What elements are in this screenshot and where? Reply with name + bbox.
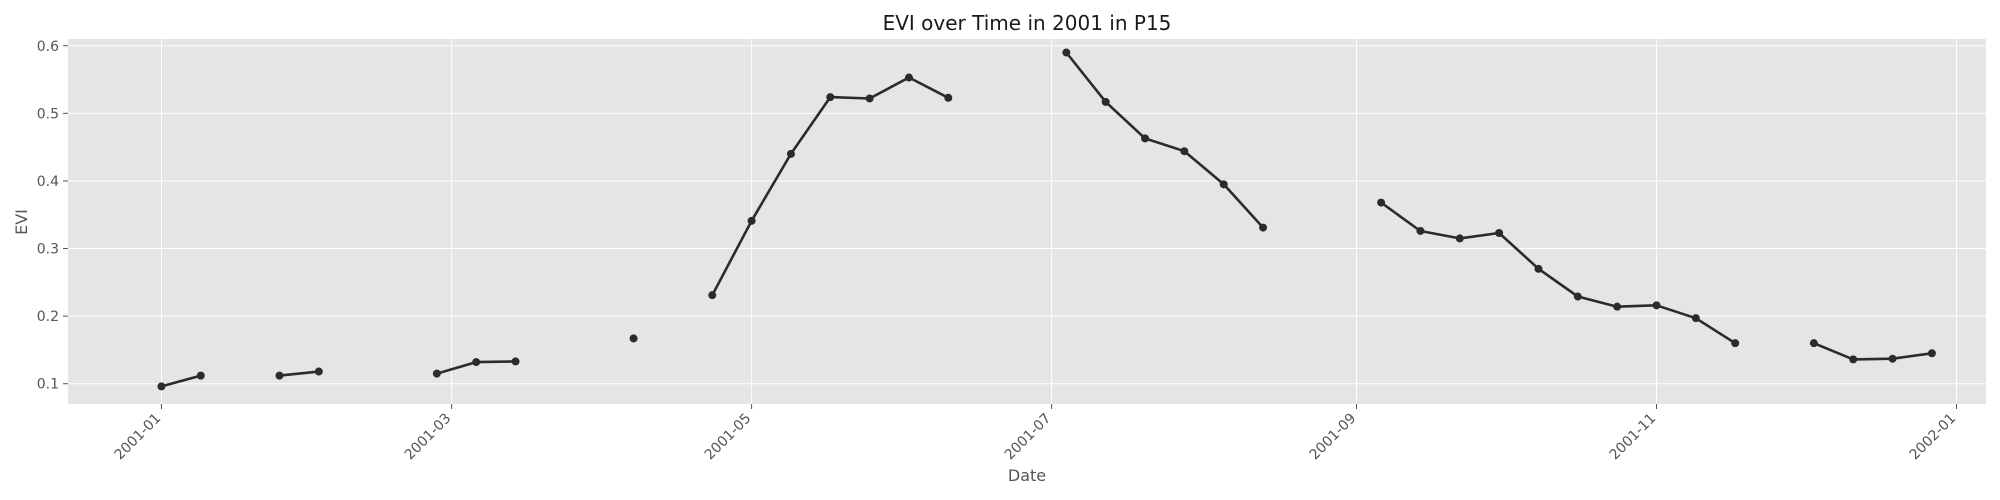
data-point: [1219, 180, 1228, 189]
series-line-segment: [160, 374, 203, 388]
series-line-segment: [278, 370, 321, 377]
data-point: [432, 369, 441, 378]
grid-lines: [68, 39, 1986, 404]
chart-title: EVI over Time in 2001 in P15: [883, 11, 1172, 35]
data-point: [1691, 314, 1700, 323]
y-tick-label: 0.3: [37, 242, 59, 258]
data-point: [1062, 48, 1071, 57]
data-point: [1416, 226, 1425, 235]
data-point: [786, 149, 795, 158]
y-tick-label: 0.1: [37, 377, 59, 393]
data-point: [1141, 134, 1150, 143]
y-tick-label: 0.5: [37, 106, 59, 122]
series-line-segment: [1812, 341, 1934, 361]
data-point: [472, 358, 481, 367]
data-point: [1455, 234, 1464, 243]
series-line-segment: [1065, 51, 1265, 229]
data-point: [1849, 355, 1858, 364]
data-point: [275, 371, 284, 380]
data-point: [1652, 301, 1661, 310]
data-point: [1573, 292, 1582, 301]
data-point: [1888, 354, 1897, 363]
data-point: [944, 93, 953, 102]
data-point: [1101, 97, 1110, 106]
data-point: [157, 382, 166, 391]
data-point: [1731, 339, 1740, 348]
x-tick-label: 2001-07: [1002, 411, 1055, 464]
data-point: [826, 93, 835, 102]
x-axis-label: Date: [1008, 466, 1046, 485]
data-point: [629, 334, 638, 343]
y-axis-label: EVI: [12, 209, 31, 235]
y-tick-label: 0.6: [37, 39, 59, 55]
x-tick-label: 2001-01: [112, 411, 165, 464]
x-tick-label: 2001-11: [1607, 411, 1660, 464]
series-line-segment: [1379, 201, 1737, 345]
y-tick-label: 0.4: [37, 174, 59, 190]
series-layer: [157, 48, 1936, 391]
data-point: [511, 357, 520, 366]
x-tick-label: 2001-05: [702, 411, 755, 464]
data-point: [1534, 264, 1543, 273]
data-point: [1180, 147, 1189, 156]
x-tick-label: 2001-03: [402, 411, 455, 464]
data-point: [747, 216, 756, 225]
data-point: [314, 367, 323, 376]
x-tick-label: 2002-01: [1907, 411, 1960, 464]
data-point: [1809, 339, 1818, 348]
data-point: [904, 73, 913, 82]
x-tick-label: 2001-09: [1307, 411, 1360, 464]
data-point: [1259, 223, 1268, 232]
data-point: [708, 291, 717, 300]
plot-background: [68, 39, 1986, 404]
data-point: [1495, 228, 1504, 237]
data-point: [865, 94, 874, 103]
data-point: [1613, 302, 1622, 311]
data-point: [196, 371, 205, 380]
y-tick-label: 0.2: [37, 309, 59, 325]
data-point: [1927, 349, 1936, 358]
data-point: [1377, 198, 1386, 207]
